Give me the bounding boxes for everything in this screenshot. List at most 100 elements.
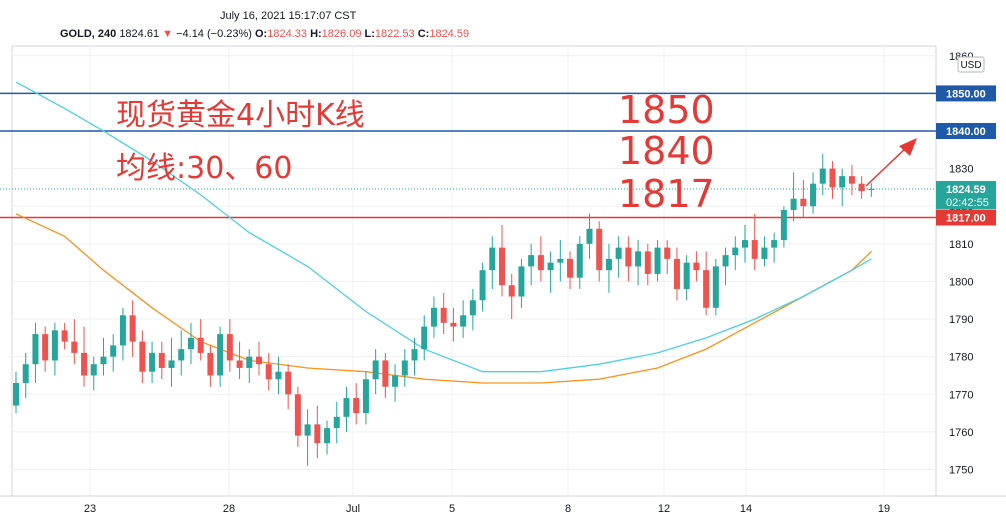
trend-arrow-icon (865, 138, 917, 187)
y-tick-label: 1790 (949, 314, 973, 326)
candle-body (158, 352, 165, 368)
candle-body (839, 176, 846, 188)
candle-body (372, 360, 379, 380)
candle-body (605, 258, 612, 271)
price-tag-text: 1840.00 (946, 126, 986, 138)
candle-body (343, 398, 350, 417)
candle-body (499, 247, 505, 286)
y-tick-label: 1770 (949, 389, 973, 401)
candle-body (333, 416, 340, 429)
candle-body (353, 398, 360, 414)
candle-body (567, 258, 574, 278)
candle-body (518, 266, 525, 297)
candle-body (71, 341, 78, 353)
price-tag-text: 1850.00 (946, 88, 986, 100)
candle-body (440, 307, 447, 323)
last-price: 1824.61 (119, 28, 160, 40)
candle-body (411, 349, 418, 361)
candle-body (615, 247, 622, 259)
x-tick-label: 28 (223, 503, 235, 515)
annotation-level-1817: 1817 (618, 172, 715, 216)
candle-body (42, 334, 49, 361)
x-tick-label: 14 (740, 503, 752, 515)
candle-body (362, 379, 369, 414)
candle-body (246, 356, 253, 368)
price-tag (936, 209, 996, 226)
x-tick-label: 23 (84, 503, 96, 515)
candle-body (22, 364, 29, 383)
candle-body (100, 356, 107, 365)
candle-body (868, 188, 875, 190)
candle-body (304, 424, 311, 436)
candle-body (644, 251, 651, 274)
candle-body (557, 258, 564, 263)
candle-body (207, 352, 214, 376)
x-tick-label: Jul (346, 503, 360, 515)
axes: 1750176017701780179018001810182018301840… (84, 51, 985, 515)
candle-body (324, 428, 331, 444)
candle-body (489, 247, 496, 271)
y-tick-label: 1810 (949, 239, 973, 251)
current-price-tag (936, 180, 996, 209)
candle-body (187, 337, 194, 350)
x-tick-label: 5 (449, 503, 455, 515)
candle-body (13, 382, 19, 406)
candle-body (858, 183, 865, 192)
candle-body (314, 424, 321, 444)
candle-body (508, 285, 515, 297)
candle-body (664, 247, 671, 259)
candle-body (129, 315, 136, 342)
candle-body (528, 255, 535, 267)
current-price-text: 1824.59 (946, 184, 986, 196)
candle-body (683, 262, 690, 289)
candle-body (110, 345, 117, 357)
candle-body (51, 330, 58, 361)
candle-body (217, 334, 224, 376)
y-tick-label: 1760 (949, 427, 973, 439)
candle-body (742, 240, 748, 248)
close-value: 1824.59 (429, 28, 470, 40)
candle-body (265, 364, 272, 380)
candle-body (654, 247, 661, 274)
candle-body (722, 255, 729, 267)
candle-body (625, 247, 632, 267)
candle-body (168, 360, 175, 368)
candle-body (236, 360, 243, 368)
y-tick-label: 1780 (949, 352, 973, 364)
candle-body (537, 255, 544, 271)
low-value: 1822.53 (374, 28, 415, 40)
currency-box (957, 56, 985, 73)
candle-body (712, 266, 719, 308)
candle-body (256, 356, 262, 365)
candle-body (226, 334, 233, 361)
currency-label: USD (960, 60, 981, 71)
down-arrow-icon: ▼ (162, 28, 174, 40)
candle-body (547, 262, 554, 271)
ohlc-line: GOLD, 240 1824.61 ▼ −4.14 (−0.23%) O:182… (60, 28, 470, 40)
x-tick-label: 12 (658, 503, 670, 515)
annotation-ma: 均线:30、60 (116, 151, 293, 186)
candle-body (285, 371, 292, 395)
candle-body (703, 270, 710, 308)
candle-body (790, 198, 797, 210)
candle-body (275, 371, 282, 380)
y-tick-label: 1750 (949, 465, 973, 477)
candle-body (479, 270, 486, 301)
candle-body (460, 315, 467, 327)
candle-body (401, 360, 408, 376)
moving-averages (15, 81, 872, 384)
candle-body (576, 243, 583, 278)
datetime-label: July 16, 2021 15:17:07 CST (220, 10, 357, 22)
candle-body (819, 168, 826, 184)
candle-body (469, 300, 476, 316)
candle-body (81, 352, 88, 376)
candle-body (430, 307, 437, 327)
candle-body (635, 251, 642, 267)
price-tag (936, 123, 996, 140)
price-change: −4.14 (−0.23%) (176, 28, 252, 40)
price-tag (936, 85, 996, 102)
candle-body (294, 394, 301, 436)
open-value: 1824.33 (267, 28, 307, 40)
